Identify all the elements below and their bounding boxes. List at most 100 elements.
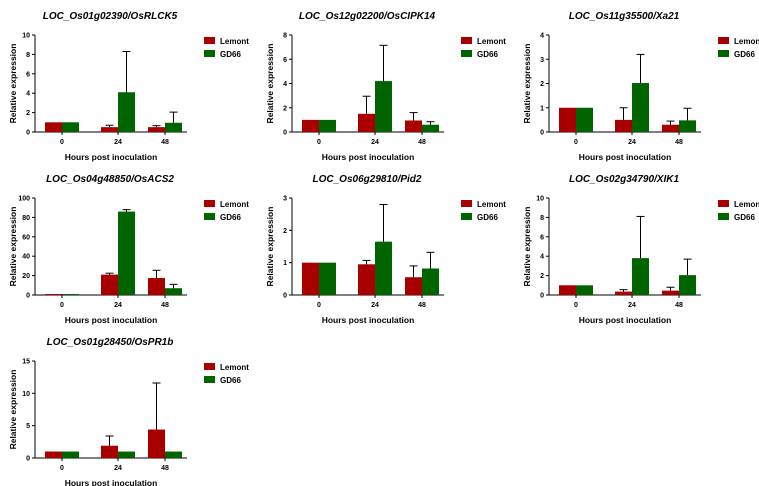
legend-swatch xyxy=(718,37,729,44)
bar-gd66 xyxy=(118,211,135,295)
x-tick-label: 24 xyxy=(114,139,122,146)
bar-lemont xyxy=(45,122,62,132)
y-tick-label: 4 xyxy=(283,81,287,88)
bar-lemont xyxy=(662,290,679,295)
y-tick-label: 1 xyxy=(540,105,544,112)
x-tick-label: 48 xyxy=(418,302,426,309)
y-tick-label: 0 xyxy=(26,456,30,463)
legend-label: GD66 xyxy=(734,50,755,59)
y-tick-label: 3 xyxy=(283,196,287,203)
legend-label: GD66 xyxy=(477,50,498,59)
legend-swatch xyxy=(461,200,472,207)
y-tick-label: 4 xyxy=(540,33,544,40)
x-axis-label: Hours post inoculation xyxy=(579,315,672,325)
bar-lemont xyxy=(45,294,62,295)
chart-title: LOC_Os01g02390/OsRLCK5 xyxy=(43,11,178,22)
x-tick-label: 24 xyxy=(371,302,379,309)
y-tick-label: 10 xyxy=(22,391,30,398)
legend-label: GD66 xyxy=(734,213,755,222)
y-tick-label: 100 xyxy=(18,196,30,203)
bar-lemont xyxy=(615,119,632,132)
y-tick-label: 6 xyxy=(26,71,30,78)
chart-title: LOC_Os02g34790/XIK1 xyxy=(569,174,679,185)
x-tick-label: 24 xyxy=(114,465,122,472)
x-tick-label: 24 xyxy=(628,139,636,146)
x-tick-label: 24 xyxy=(371,139,379,146)
bar-gd66 xyxy=(422,268,439,295)
bar-lemont xyxy=(148,127,165,132)
bar-lemont xyxy=(358,264,375,295)
bar-lemont xyxy=(358,113,375,132)
bar-gd66 xyxy=(422,124,439,132)
x-axis-label: Hours post inoculation xyxy=(579,152,672,162)
legend-swatch xyxy=(718,200,729,207)
y-tick-label: 10 xyxy=(536,196,544,203)
x-axis-label: Hours post inoculation xyxy=(65,315,158,325)
legend-swatch xyxy=(461,213,472,220)
bar-gd66 xyxy=(576,107,593,132)
bar-lemont xyxy=(45,451,62,458)
bar-gd66 xyxy=(375,241,392,295)
bar-gd66 xyxy=(62,294,79,295)
bar-lemont xyxy=(405,120,422,132)
legend-swatch xyxy=(204,376,215,383)
y-tick-label: 2 xyxy=(540,273,544,280)
x-tick-label: 48 xyxy=(675,302,683,309)
bar-gd66 xyxy=(62,451,79,458)
y-axis-label: Relative expression xyxy=(265,44,275,124)
y-tick-label: 4 xyxy=(26,91,30,98)
x-tick-label: 48 xyxy=(161,302,169,309)
bar-lemont xyxy=(101,127,118,132)
bar-lemont xyxy=(101,274,118,295)
x-axis-label: Hours post inoculation xyxy=(65,152,158,162)
y-tick-label: 6 xyxy=(283,57,287,64)
y-tick-label: 20 xyxy=(22,273,30,280)
legend-swatch xyxy=(718,213,729,220)
y-tick-label: 0 xyxy=(283,130,287,137)
x-tick-label: 0 xyxy=(317,302,321,309)
y-tick-label: 15 xyxy=(22,359,30,366)
y-tick-label: 40 xyxy=(22,254,30,261)
x-axis-label: Hours post inoculation xyxy=(322,315,415,325)
bar-gd66 xyxy=(62,122,79,132)
chart-panel: LOC_Os04g48850/OsACS2 0 20 40 60 80 100 0 24 48Ho… xyxy=(8,174,249,325)
x-tick-label: 48 xyxy=(418,139,426,146)
bar-gd66 xyxy=(679,275,696,295)
bar-lemont xyxy=(559,285,576,295)
y-tick-label: 6 xyxy=(540,234,544,241)
chart-title: LOC_Os06g29810/Pid2 xyxy=(313,174,422,185)
bar-gd66 xyxy=(319,119,336,132)
y-tick-label: 4 xyxy=(540,254,544,261)
bar-gd66 xyxy=(632,258,649,295)
chart-title: LOC_Os04g48850/OsACS2 xyxy=(46,174,174,185)
y-tick-label: 80 xyxy=(22,215,30,222)
y-tick-label: 0 xyxy=(540,293,544,300)
legend-label: Lemont xyxy=(734,200,759,209)
legend-swatch xyxy=(718,50,729,57)
legend-swatch xyxy=(204,37,215,44)
bar-lemont xyxy=(615,291,632,295)
y-axis-label: Relative expression xyxy=(8,44,18,124)
x-tick-label: 0 xyxy=(60,465,64,472)
y-axis-label: Relative expression xyxy=(8,370,18,450)
bar-gd66 xyxy=(679,120,696,132)
bar-lemont xyxy=(148,278,165,295)
legend-label: GD66 xyxy=(220,50,241,59)
y-tick-label: 5 xyxy=(26,423,30,430)
bar-lemont xyxy=(302,262,319,295)
y-tick-label: 0 xyxy=(26,293,30,300)
legend-swatch xyxy=(204,200,215,207)
y-tick-label: 0 xyxy=(283,293,287,300)
y-tick-label: 0 xyxy=(540,130,544,137)
y-tick-label: 8 xyxy=(283,33,287,40)
x-tick-label: 0 xyxy=(574,302,578,309)
x-tick-label: 0 xyxy=(317,139,321,146)
bar-gd66 xyxy=(576,285,593,295)
y-tick-label: 8 xyxy=(540,215,544,222)
legend-swatch xyxy=(461,37,472,44)
y-tick-label: 2 xyxy=(283,228,287,235)
bar-gd66 xyxy=(632,83,649,132)
